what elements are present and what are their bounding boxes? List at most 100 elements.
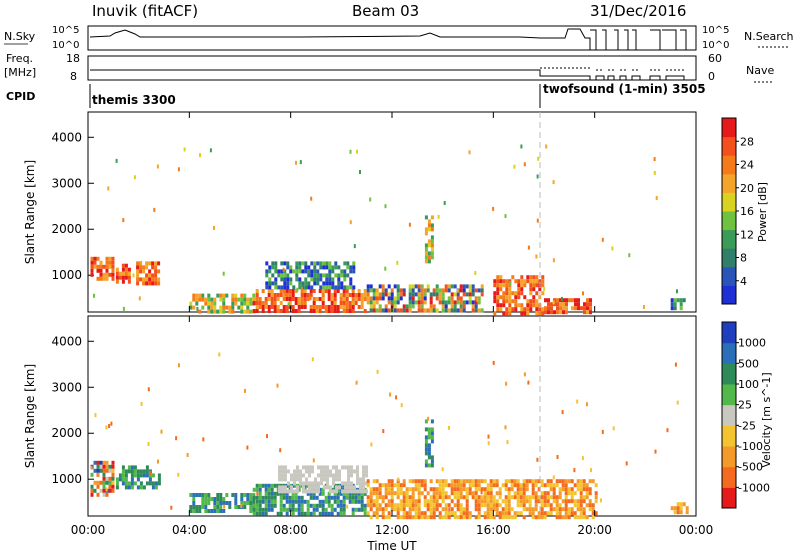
power-cell [456, 300, 460, 305]
power-cell [210, 305, 214, 310]
nave-tick-top: 60 [708, 52, 722, 65]
velocity-cell [285, 491, 289, 496]
velocity-cell [287, 481, 290, 486]
power-cell [285, 293, 289, 297]
power-cell [330, 293, 334, 297]
power-cell [90, 272, 94, 277]
velocity-cell [417, 487, 421, 492]
power-cell [571, 306, 574, 311]
velocity-cell [267, 499, 271, 504]
power-cell [565, 298, 568, 303]
power-cell [430, 239, 434, 244]
power-cell [90, 256, 94, 261]
power-cell [465, 300, 469, 305]
power-cell [402, 308, 406, 313]
velocity-cell [192, 493, 196, 497]
velocity-cell [302, 489, 305, 494]
velocity-cell [393, 491, 397, 496]
power-cell [315, 309, 319, 313]
power-cell [459, 308, 463, 313]
velocity-ytick-label: 2000 [51, 426, 82, 440]
velocity-cell [489, 487, 493, 492]
velocity-colorbar-segment [722, 466, 736, 488]
power-cell [301, 269, 305, 274]
velocity-cell [228, 501, 232, 505]
velocity-cell [570, 499, 574, 504]
power-cell [310, 269, 314, 274]
velocity-cell [429, 479, 433, 484]
power-cell [115, 271, 119, 276]
velocity-cell [486, 515, 490, 520]
velocity-cell [342, 503, 346, 508]
power-cell [240, 293, 244, 298]
velocity-cell [552, 491, 556, 496]
velocity-cell [96, 484, 100, 489]
power-cell [280, 269, 284, 274]
velocity-cell [555, 515, 559, 520]
velocity-cell [290, 485, 293, 490]
velocity-cell [90, 492, 94, 497]
velocity-cell [178, 363, 180, 368]
power-cell [366, 300, 370, 305]
velocity-cell [510, 487, 514, 492]
velocity-cell [585, 491, 589, 496]
power-cell [108, 264, 112, 269]
power-cell [213, 225, 215, 230]
power-cell [432, 288, 436, 293]
velocity-cell [201, 501, 205, 505]
power-cell [268, 285, 272, 290]
velocity-cell [318, 503, 322, 508]
power-cell [324, 309, 328, 313]
power-cell [274, 265, 278, 270]
velocity-cell [474, 495, 478, 500]
power-cell [261, 301, 265, 305]
power-cell [459, 288, 463, 293]
power-cell [121, 271, 125, 276]
velocity-cell [333, 507, 337, 512]
power-cell [552, 300, 555, 305]
velocity-cell [139, 473, 143, 478]
velocity-cell [142, 485, 146, 490]
velocity-cell [375, 499, 379, 504]
power-cell [154, 265, 158, 270]
power-cell [322, 281, 326, 286]
velocity-cell [309, 491, 313, 496]
velocity-cell [348, 491, 352, 496]
time-tick-label: 08:00 [273, 523, 308, 537]
velocity-cell [381, 495, 385, 500]
velocity-cell [405, 499, 409, 504]
velocity-cell [534, 515, 538, 520]
velocity-cell [108, 424, 111, 428]
power-cell [207, 301, 211, 306]
power-cell [517, 303, 521, 308]
velocity-cell [429, 495, 433, 500]
power-cell [309, 305, 313, 309]
velocity-cell [350, 489, 353, 494]
station-title: Inuvik (fitACF) [92, 2, 198, 20]
power-cell [502, 295, 506, 300]
velocity-cell [225, 493, 229, 497]
velocity-cell [432, 503, 436, 508]
velocity-cell [323, 465, 326, 470]
power-cell [568, 298, 571, 303]
power-colorbar-segment [722, 285, 736, 305]
power-cell [574, 306, 577, 311]
velocity-cell [299, 477, 302, 482]
velocity-cell [338, 477, 341, 482]
velocity-ytick-label: 1000 [51, 472, 82, 486]
velocity-cell [332, 465, 335, 470]
power-cell [381, 292, 385, 297]
power-cell [315, 305, 319, 309]
velocity-cell [674, 362, 677, 367]
power-cell [589, 306, 592, 311]
velocity-cell [447, 483, 451, 488]
velocity-cell [148, 481, 152, 486]
power-cell [423, 288, 427, 293]
velocity-cell [486, 495, 490, 500]
velocity-cell [285, 511, 289, 516]
power-cell [562, 298, 565, 303]
power-colorbar-tick-label: 8 [740, 252, 747, 265]
